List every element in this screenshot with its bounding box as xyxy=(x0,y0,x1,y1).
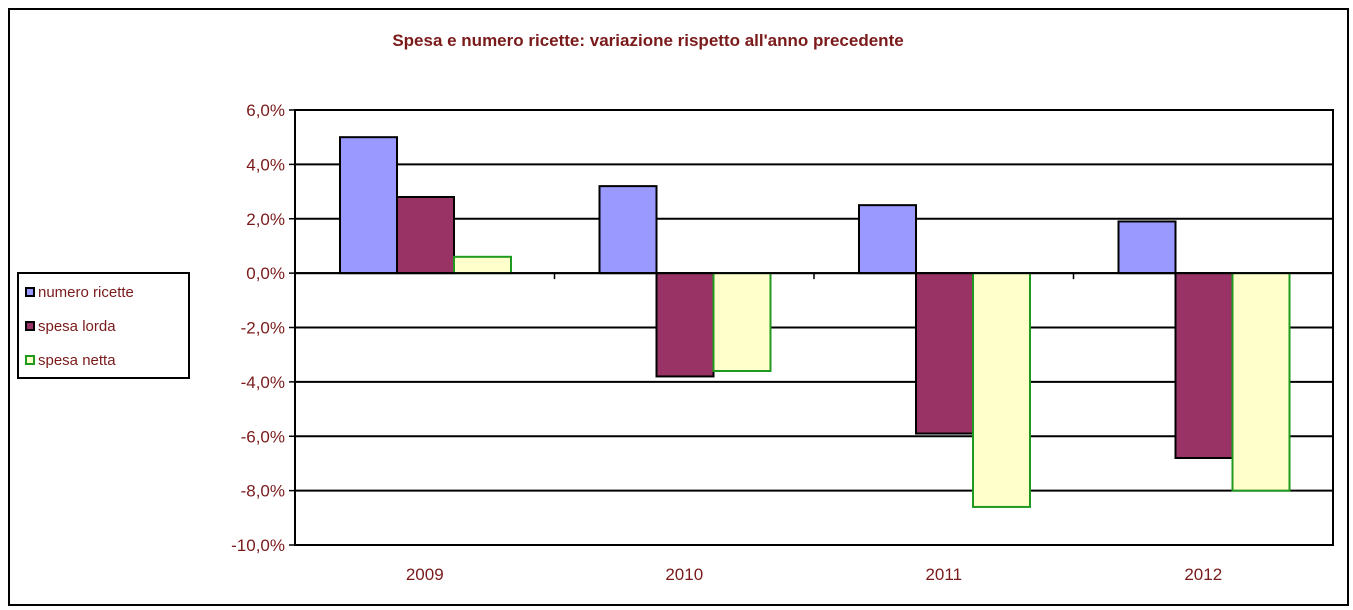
y-tick-label: -10,0% xyxy=(231,536,285,555)
bars xyxy=(339,136,1291,508)
x-tick-label: 2012 xyxy=(1184,565,1222,584)
y-tick-label: 4,0% xyxy=(246,155,285,174)
bar-numero-ricette-2011 xyxy=(858,204,917,275)
bar-spesa-netta-2012 xyxy=(1231,272,1291,492)
plot-area-border xyxy=(294,109,1334,546)
bar-spesa-lorda-2010 xyxy=(655,272,715,378)
y-tick-label: -6,0% xyxy=(241,427,285,446)
legend-label: spesa netta xyxy=(38,352,116,369)
bar-spesa-lorda-2009 xyxy=(396,196,455,275)
chart-title: Spesa e numero ricette: variazione rispe… xyxy=(392,31,903,50)
x-tick-label: 2010 xyxy=(665,565,703,584)
y-tick-label: -4,0% xyxy=(241,373,285,392)
bar-spesa-lorda-2011 xyxy=(915,272,974,435)
bar-spesa-netta-2011 xyxy=(972,272,1031,508)
bar-spesa-netta-2010 xyxy=(712,272,772,372)
x-tick-label: 2009 xyxy=(406,565,444,584)
legend-swatch-numero-ricette xyxy=(25,287,35,297)
bar-numero-ricette-2010 xyxy=(598,185,658,275)
bar-numero-ricette-2012 xyxy=(1117,220,1177,275)
bar-spesa-lorda-2012 xyxy=(1174,272,1234,459)
y-tick-label: -2,0% xyxy=(241,319,285,338)
bar-numero-ricette-2009 xyxy=(339,136,398,275)
y-tick-label: 0,0% xyxy=(246,264,285,283)
y-tick-label: 6,0% xyxy=(246,101,285,120)
legend-box xyxy=(17,272,190,379)
y-tick-label: -8,0% xyxy=(241,482,285,501)
bar-spesa-netta-2009 xyxy=(453,255,512,275)
legend-swatch-spesa-netta xyxy=(25,355,35,365)
y-tick-label: 2,0% xyxy=(246,210,285,229)
axes: 6,0% 4,0% 2,0% 0,0% -2,0% -4,0% -6,0% -8,0% -10,… xyxy=(231,101,1334,584)
x-tick-label: 2011 xyxy=(925,565,962,584)
legend-swatch-spesa-lorda xyxy=(25,321,35,331)
legend-label: numero ricette xyxy=(38,284,134,301)
legend: numero ricette spesa lorda spesa netta xyxy=(17,272,190,379)
legend-label: spesa lorda xyxy=(38,318,116,335)
